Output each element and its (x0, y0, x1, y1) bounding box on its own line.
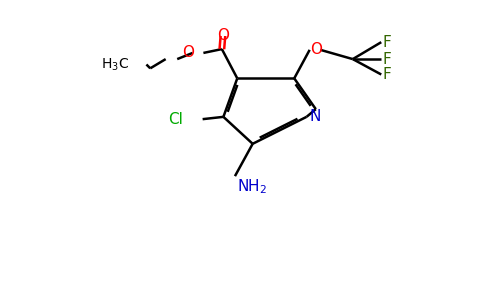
Text: Cl: Cl (168, 112, 183, 127)
Text: H$_3$C: H$_3$C (101, 56, 130, 73)
Text: F: F (383, 35, 392, 50)
Text: F: F (383, 52, 392, 67)
Text: O: O (217, 28, 229, 43)
Text: NH$_2$: NH$_2$ (237, 178, 267, 196)
Text: O: O (182, 45, 194, 60)
Text: F: F (383, 67, 392, 82)
Text: N: N (310, 109, 321, 124)
Text: O: O (310, 42, 322, 57)
